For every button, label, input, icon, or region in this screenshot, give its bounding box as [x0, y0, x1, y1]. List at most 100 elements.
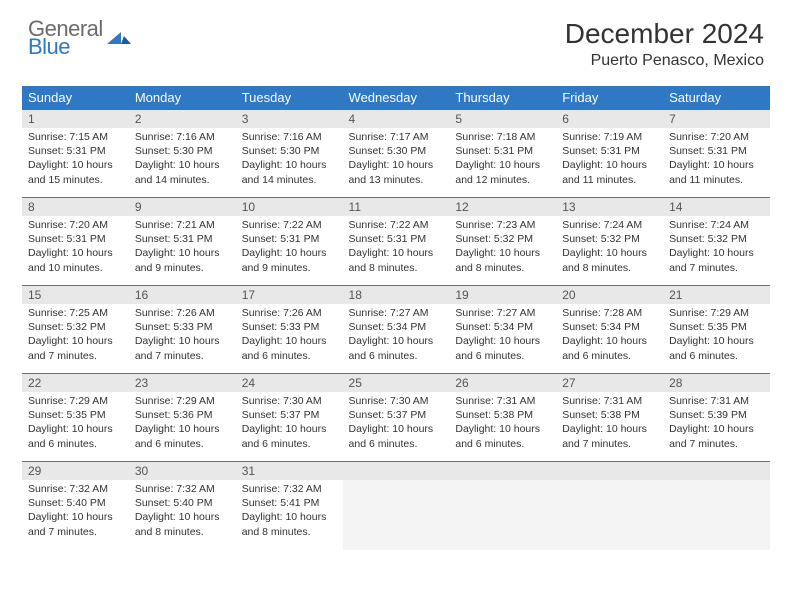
logo: General Blue: [28, 18, 133, 58]
day-details: Sunrise: 7:27 AMSunset: 5:34 PMDaylight:…: [343, 304, 450, 367]
weekday-header: Saturday: [663, 86, 770, 110]
weekday-header: Thursday: [449, 86, 556, 110]
calendar-day-cell: 7Sunrise: 7:20 AMSunset: 5:31 PMDaylight…: [663, 110, 770, 198]
calendar-day-cell: 23Sunrise: 7:29 AMSunset: 5:36 PMDayligh…: [129, 374, 236, 462]
day-number: 21: [663, 286, 770, 304]
day-details: Sunrise: 7:32 AMSunset: 5:40 PMDaylight:…: [129, 480, 236, 543]
calendar-day-cell: 26Sunrise: 7:31 AMSunset: 5:38 PMDayligh…: [449, 374, 556, 462]
calendar-day-cell: 10Sunrise: 7:22 AMSunset: 5:31 PMDayligh…: [236, 198, 343, 286]
calendar-day-cell: 5Sunrise: 7:18 AMSunset: 5:31 PMDaylight…: [449, 110, 556, 198]
day-details: Sunrise: 7:24 AMSunset: 5:32 PMDaylight:…: [556, 216, 663, 279]
calendar-day-cell: 24Sunrise: 7:30 AMSunset: 5:37 PMDayligh…: [236, 374, 343, 462]
day-number: 19: [449, 286, 556, 304]
day-details: Sunrise: 7:22 AMSunset: 5:31 PMDaylight:…: [343, 216, 450, 279]
weekday-header: Sunday: [22, 86, 129, 110]
calendar-day-cell: 9Sunrise: 7:21 AMSunset: 5:31 PMDaylight…: [129, 198, 236, 286]
day-number: 27: [556, 374, 663, 392]
calendar-week-row: 15Sunrise: 7:25 AMSunset: 5:32 PMDayligh…: [22, 286, 770, 374]
day-number: 24: [236, 374, 343, 392]
calendar-week-row: 1Sunrise: 7:15 AMSunset: 5:31 PMDaylight…: [22, 110, 770, 198]
weekday-header: Monday: [129, 86, 236, 110]
day-number: 6: [556, 110, 663, 128]
calendar-day-cell: 4Sunrise: 7:17 AMSunset: 5:30 PMDaylight…: [343, 110, 450, 198]
day-details: Sunrise: 7:31 AMSunset: 5:38 PMDaylight:…: [556, 392, 663, 455]
day-details: Sunrise: 7:30 AMSunset: 5:37 PMDaylight:…: [343, 392, 450, 455]
day-number: 3: [236, 110, 343, 128]
day-number: 15: [22, 286, 129, 304]
calendar-day-cell: 11Sunrise: 7:22 AMSunset: 5:31 PMDayligh…: [343, 198, 450, 286]
day-details: Sunrise: 7:16 AMSunset: 5:30 PMDaylight:…: [236, 128, 343, 191]
day-details: Sunrise: 7:25 AMSunset: 5:32 PMDaylight:…: [22, 304, 129, 367]
calendar-week-row: 8Sunrise: 7:20 AMSunset: 5:31 PMDaylight…: [22, 198, 770, 286]
day-details: Sunrise: 7:23 AMSunset: 5:32 PMDaylight:…: [449, 216, 556, 279]
logo-text-blue: Blue: [28, 36, 103, 58]
calendar-day-cell: 31Sunrise: 7:32 AMSunset: 5:41 PMDayligh…: [236, 462, 343, 550]
day-number: 5: [449, 110, 556, 128]
day-number: 28: [663, 374, 770, 392]
calendar-day-cell: 21Sunrise: 7:29 AMSunset: 5:35 PMDayligh…: [663, 286, 770, 374]
title-block: December 2024 Puerto Penasco, Mexico: [565, 18, 764, 70]
calendar-day-cell: 20Sunrise: 7:28 AMSunset: 5:34 PMDayligh…: [556, 286, 663, 374]
day-details: Sunrise: 7:27 AMSunset: 5:34 PMDaylight:…: [449, 304, 556, 367]
day-number: 29: [22, 462, 129, 480]
day-number: 30: [129, 462, 236, 480]
weekday-header-row: SundayMondayTuesdayWednesdayThursdayFrid…: [22, 86, 770, 110]
calendar-day-cell: 1Sunrise: 7:15 AMSunset: 5:31 PMDaylight…: [22, 110, 129, 198]
weekday-header: Wednesday: [343, 86, 450, 110]
day-number: 9: [129, 198, 236, 216]
day-details: Sunrise: 7:16 AMSunset: 5:30 PMDaylight:…: [129, 128, 236, 191]
calendar-day-cell: 13Sunrise: 7:24 AMSunset: 5:32 PMDayligh…: [556, 198, 663, 286]
calendar-day-cell: 17Sunrise: 7:26 AMSunset: 5:33 PMDayligh…: [236, 286, 343, 374]
day-number: 7: [663, 110, 770, 128]
day-number: 12: [449, 198, 556, 216]
day-details: Sunrise: 7:29 AMSunset: 5:36 PMDaylight:…: [129, 392, 236, 455]
day-number: 20: [556, 286, 663, 304]
calendar-day-cell: 3Sunrise: 7:16 AMSunset: 5:30 PMDaylight…: [236, 110, 343, 198]
calendar-day-cell: 19Sunrise: 7:27 AMSunset: 5:34 PMDayligh…: [449, 286, 556, 374]
calendar-day-cell: 22Sunrise: 7:29 AMSunset: 5:35 PMDayligh…: [22, 374, 129, 462]
calendar-day-cell: 27Sunrise: 7:31 AMSunset: 5:38 PMDayligh…: [556, 374, 663, 462]
day-number: 18: [343, 286, 450, 304]
day-number: 26: [449, 374, 556, 392]
day-details: Sunrise: 7:17 AMSunset: 5:30 PMDaylight:…: [343, 128, 450, 191]
day-details: Sunrise: 7:29 AMSunset: 5:35 PMDaylight:…: [663, 304, 770, 367]
calendar-empty-cell: [343, 462, 450, 550]
calendar-day-cell: 14Sunrise: 7:24 AMSunset: 5:32 PMDayligh…: [663, 198, 770, 286]
day-details: Sunrise: 7:21 AMSunset: 5:31 PMDaylight:…: [129, 216, 236, 279]
day-number: 13: [556, 198, 663, 216]
calendar-day-cell: 2Sunrise: 7:16 AMSunset: 5:30 PMDaylight…: [129, 110, 236, 198]
day-number: 22: [22, 374, 129, 392]
calendar-day-cell: 25Sunrise: 7:30 AMSunset: 5:37 PMDayligh…: [343, 374, 450, 462]
day-details: Sunrise: 7:20 AMSunset: 5:31 PMDaylight:…: [663, 128, 770, 191]
day-details: Sunrise: 7:20 AMSunset: 5:31 PMDaylight:…: [22, 216, 129, 279]
day-details: Sunrise: 7:15 AMSunset: 5:31 PMDaylight:…: [22, 128, 129, 191]
calendar-day-cell: 30Sunrise: 7:32 AMSunset: 5:40 PMDayligh…: [129, 462, 236, 550]
day-details: Sunrise: 7:19 AMSunset: 5:31 PMDaylight:…: [556, 128, 663, 191]
day-number: 25: [343, 374, 450, 392]
page-title: December 2024: [565, 18, 764, 50]
calendar-week-row: 29Sunrise: 7:32 AMSunset: 5:40 PMDayligh…: [22, 462, 770, 550]
day-details: Sunrise: 7:26 AMSunset: 5:33 PMDaylight:…: [236, 304, 343, 367]
day-number: 4: [343, 110, 450, 128]
day-details: Sunrise: 7:18 AMSunset: 5:31 PMDaylight:…: [449, 128, 556, 191]
day-details: Sunrise: 7:32 AMSunset: 5:41 PMDaylight:…: [236, 480, 343, 543]
logo-mark-icon: [107, 26, 133, 51]
calendar-day-cell: 28Sunrise: 7:31 AMSunset: 5:39 PMDayligh…: [663, 374, 770, 462]
day-number: 31: [236, 462, 343, 480]
calendar-day-cell: 6Sunrise: 7:19 AMSunset: 5:31 PMDaylight…: [556, 110, 663, 198]
day-details: Sunrise: 7:29 AMSunset: 5:35 PMDaylight:…: [22, 392, 129, 455]
calendar-day-cell: 29Sunrise: 7:32 AMSunset: 5:40 PMDayligh…: [22, 462, 129, 550]
day-details: Sunrise: 7:22 AMSunset: 5:31 PMDaylight:…: [236, 216, 343, 279]
calendar-day-cell: 18Sunrise: 7:27 AMSunset: 5:34 PMDayligh…: [343, 286, 450, 374]
calendar-empty-cell: [449, 462, 556, 550]
day-details: Sunrise: 7:24 AMSunset: 5:32 PMDaylight:…: [663, 216, 770, 279]
day-details: Sunrise: 7:32 AMSunset: 5:40 PMDaylight:…: [22, 480, 129, 543]
day-number: 14: [663, 198, 770, 216]
location-label: Puerto Penasco, Mexico: [565, 52, 764, 70]
calendar-day-cell: 8Sunrise: 7:20 AMSunset: 5:31 PMDaylight…: [22, 198, 129, 286]
day-number: 1: [22, 110, 129, 128]
day-details: Sunrise: 7:28 AMSunset: 5:34 PMDaylight:…: [556, 304, 663, 367]
header: General Blue December 2024 Puerto Penasc…: [0, 0, 792, 78]
day-details: Sunrise: 7:30 AMSunset: 5:37 PMDaylight:…: [236, 392, 343, 455]
day-number: 23: [129, 374, 236, 392]
